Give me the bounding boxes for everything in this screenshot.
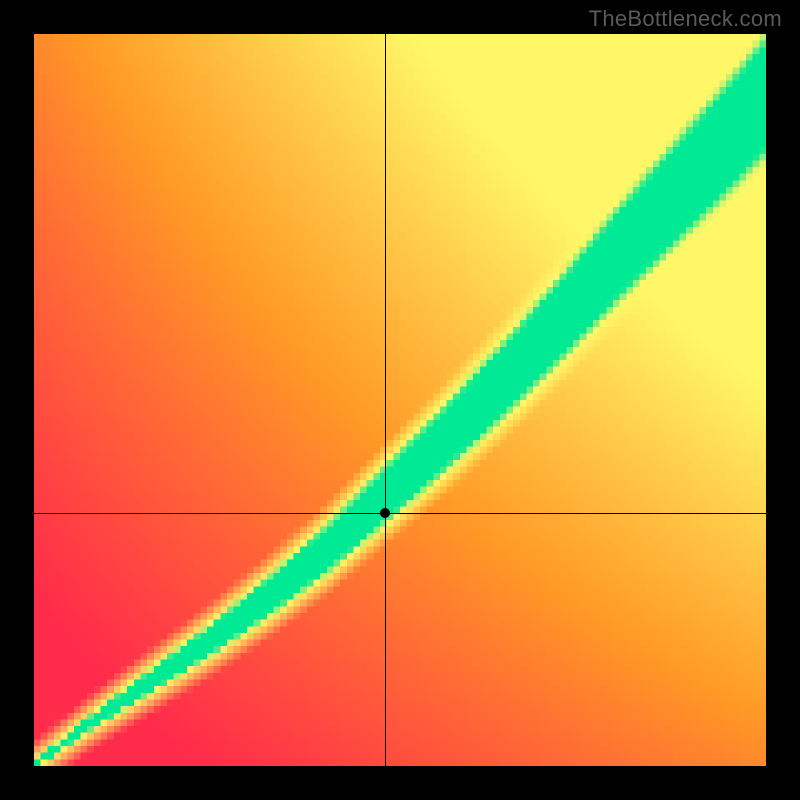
marker-dot: [380, 508, 390, 518]
heatmap-canvas: [34, 34, 766, 766]
heatmap-plot: [34, 34, 766, 766]
crosshair-horizontal: [34, 513, 766, 514]
watermark-text: TheBottleneck.com: [589, 6, 782, 32]
crosshair-vertical: [385, 34, 386, 766]
chart-container: { "watermark": "TheBottleneck.com", "cha…: [0, 0, 800, 800]
